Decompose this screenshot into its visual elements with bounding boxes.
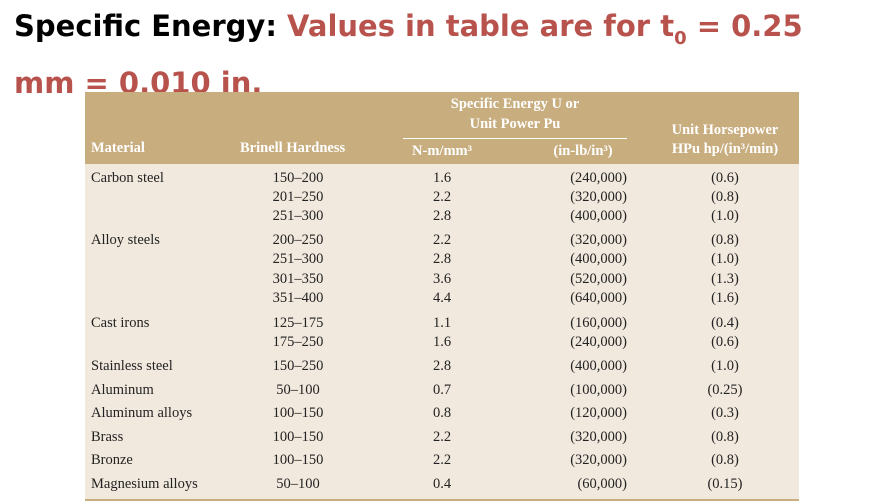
slide-title: Specific Energy: Values in table are for…	[14, 4, 864, 105]
cell-material: Bronze	[91, 452, 133, 468]
cell-inlb: (320,000)	[570, 232, 627, 248]
cell-inlb: (400,000)	[570, 358, 627, 374]
cell-nm: 2.8	[432, 208, 452, 224]
cell-inlb: (400,000)	[570, 251, 627, 267]
header-hp-line2: HPu hp/(in³/min)	[671, 141, 779, 157]
cell-nm: 2.8	[432, 358, 452, 374]
cell-brinell: 50–100	[276, 476, 320, 492]
cell-nm: 4.4	[432, 290, 452, 306]
cell-inlb: (320,000)	[570, 452, 627, 468]
cell-hp: (0.8)	[711, 189, 739, 205]
header-brinell: Brinell Hardness	[240, 140, 346, 156]
cell-inlb: (320,000)	[570, 429, 627, 445]
title-subscript: 0	[674, 28, 687, 49]
title-prefix: Specific Energy:	[14, 9, 288, 43]
title-accent: Values in table are for t0 = 0.25 mm = 0…	[14, 9, 803, 100]
cell-inlb: (120,000)	[570, 405, 627, 421]
table-header: Material Brinell Hardness Specific Energ…	[85, 92, 799, 164]
cell-brinell: 351–400	[272, 290, 324, 306]
cell-nm: 2.2	[432, 452, 452, 468]
cell-brinell: 251–300	[272, 208, 324, 224]
cell-nm: 0.8	[432, 405, 452, 421]
cell-nm: 0.4	[432, 476, 452, 492]
title-accent-after-sub: = 0.25 mm = 0.010 in.	[14, 9, 803, 100]
cell-brinell: 125–175	[272, 315, 324, 331]
header-inlb: (in-lb/in³)	[553, 143, 613, 159]
header-material: Material	[91, 140, 145, 156]
cell-brinell: 200–250	[272, 232, 324, 248]
cell-hp: (0.6)	[711, 170, 739, 186]
cell-inlb: (240,000)	[570, 334, 627, 350]
cell-hp: (1.0)	[711, 208, 739, 224]
header-group-line2: Unit Power Pu	[469, 116, 561, 132]
cell-brinell: 301–350	[272, 271, 324, 287]
specific-energy-table: Material Brinell Hardness Specific Energ…	[85, 92, 799, 501]
cell-nm: 1.6	[432, 334, 452, 350]
cell-brinell: 251–300	[272, 251, 324, 267]
cell-inlb: (100,000)	[570, 382, 627, 398]
cell-hp: (0.6)	[711, 334, 739, 350]
cell-hp: (0.8)	[711, 232, 739, 248]
cell-hp: (1.3)	[711, 271, 739, 287]
cell-hp: (0.8)	[711, 452, 739, 468]
table-bottom-rule	[85, 499, 799, 501]
cell-inlb: (160,000)	[570, 315, 627, 331]
cell-hp: (1.0)	[711, 358, 739, 374]
header-group-line1: Specific Energy U or	[450, 96, 580, 112]
cell-material: Cast irons	[91, 315, 150, 331]
cell-hp: (0.8)	[711, 429, 739, 445]
cell-nm: 0.7	[432, 382, 452, 398]
cell-inlb: (60,000)	[577, 476, 627, 492]
cell-inlb: (400,000)	[570, 208, 627, 224]
title-accent-before-sub: Values in table are for t	[287, 9, 675, 43]
cell-brinell: 201–250	[272, 189, 324, 205]
cell-brinell: 100–150	[272, 429, 324, 445]
cell-nm: 3.6	[432, 271, 452, 287]
cell-nm: 2.2	[432, 429, 452, 445]
header-group-rule	[403, 138, 627, 139]
cell-hp: (0.4)	[711, 315, 739, 331]
cell-hp: (0.25)	[707, 382, 743, 398]
cell-hp: (0.15)	[707, 476, 743, 492]
cell-brinell: 175–250	[272, 334, 324, 350]
cell-material: Stainless steel	[91, 358, 173, 374]
cell-nm: 1.1	[432, 315, 452, 331]
cell-hp: (1.6)	[711, 290, 739, 306]
header-nm: N-m/mm³	[412, 143, 472, 159]
cell-material: Brass	[91, 429, 124, 445]
cell-material: Alloy steels	[91, 232, 160, 248]
cell-brinell: 150–250	[272, 358, 324, 374]
cell-inlb: (520,000)	[570, 271, 627, 287]
header-hp-line1: Unit Horsepower	[671, 122, 779, 138]
cell-nm: 2.8	[432, 251, 452, 267]
cell-brinell: 100–150	[272, 405, 324, 421]
cell-brinell: 150–200	[272, 170, 324, 186]
cell-material: Magnesium alloys	[91, 476, 198, 492]
cell-brinell: 50–100	[276, 382, 320, 398]
cell-inlb: (320,000)	[570, 189, 627, 205]
cell-inlb: (640,000)	[570, 290, 627, 306]
cell-hp: (0.3)	[711, 405, 739, 421]
cell-hp: (1.0)	[711, 251, 739, 267]
cell-material: Aluminum alloys	[91, 405, 193, 421]
cell-material: Carbon steel	[91, 170, 164, 186]
cell-material: Aluminum	[91, 382, 154, 398]
cell-nm: 2.2	[432, 189, 452, 205]
cell-inlb: (240,000)	[570, 170, 627, 186]
cell-nm: 2.2	[432, 232, 452, 248]
cell-nm: 1.6	[432, 170, 452, 186]
cell-brinell: 100–150	[272, 452, 324, 468]
